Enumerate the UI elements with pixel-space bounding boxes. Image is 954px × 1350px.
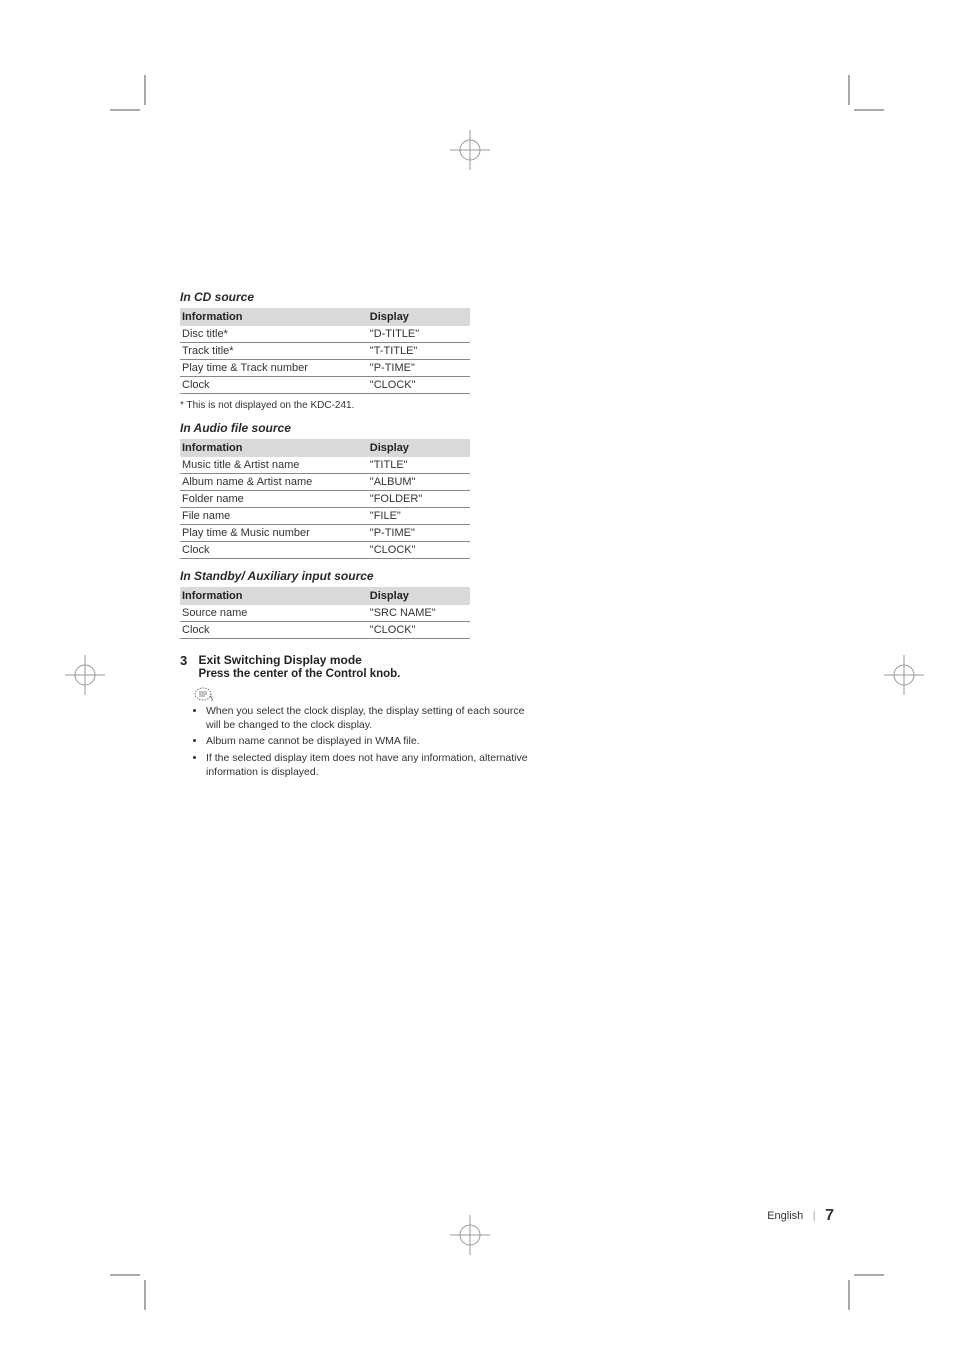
cell-display: "CLOCK": [360, 542, 470, 559]
table-cd-source: Information Display Disc title*"D-TITLE"…: [180, 308, 470, 394]
step-body: Exit Switching Display mode Press the ce…: [198, 653, 508, 680]
cell-info: Play time & Music number: [180, 525, 360, 542]
cell-display: "FOLDER": [360, 491, 470, 508]
note-icon: [194, 686, 530, 702]
cell-display: "P-TIME": [360, 360, 470, 377]
crop-mark-bottom-left: [110, 1260, 160, 1310]
step-title: Exit Switching Display mode: [198, 653, 508, 667]
cell-display: "ALBUM": [360, 474, 470, 491]
crop-mark-top-right: [834, 75, 884, 125]
page-footer: English | 7: [767, 1207, 834, 1225]
table-row: File name"FILE": [180, 508, 470, 525]
cell-display: "CLOCK": [360, 377, 470, 394]
register-mark-left: [65, 655, 105, 695]
col-header-information: Information: [180, 308, 360, 326]
step-instruction: Press the center of the Control knob.: [198, 668, 508, 680]
footer-language: English: [767, 1210, 803, 1222]
note-item: Album name cannot be displayed in WMA fi…: [206, 734, 530, 748]
section-heading-standby: In Standby/ Auxiliary input source: [180, 569, 530, 583]
footer-page-number: 7: [825, 1207, 834, 1224]
cell-info: Music title & Artist name: [180, 457, 360, 474]
cell-info: File name: [180, 508, 360, 525]
section-heading-audio: In Audio file source: [180, 421, 530, 435]
table-row: Play time & Music number"P-TIME": [180, 525, 470, 542]
col-header-information: Information: [180, 439, 360, 457]
table-row: Source name"SRC NAME": [180, 605, 470, 622]
cell-info: Clock: [180, 377, 360, 394]
register-mark-bottom: [450, 1215, 490, 1255]
cell-display: "SRC NAME": [360, 605, 470, 622]
table-row: Disc title*"D-TITLE": [180, 326, 470, 343]
table-row: Music title & Artist name"TITLE": [180, 457, 470, 474]
cell-info: Track title*: [180, 343, 360, 360]
cell-display: "CLOCK": [360, 622, 470, 639]
crop-mark-top-left: [110, 75, 160, 125]
table-row: Track title*"T-TITLE": [180, 343, 470, 360]
step-number: 3: [180, 653, 194, 668]
register-mark-top: [450, 130, 490, 170]
crop-mark-bottom-right: [834, 1260, 884, 1310]
table-row: Clock"CLOCK": [180, 542, 470, 559]
cell-info: Clock: [180, 542, 360, 559]
cell-info: Play time & Track number: [180, 360, 360, 377]
cell-info: Disc title*: [180, 326, 360, 343]
notes-list: When you select the clock display, the d…: [194, 704, 530, 779]
footnote-cd: * This is not displayed on the KDC-241.: [180, 400, 530, 411]
step-block: 3 Exit Switching Display mode Press the …: [180, 653, 530, 680]
cell-info: Source name: [180, 605, 360, 622]
table-row: Clock"CLOCK": [180, 622, 470, 639]
cell-info: Album name & Artist name: [180, 474, 360, 491]
register-mark-right: [884, 655, 924, 695]
table-row: Album name & Artist name"ALBUM": [180, 474, 470, 491]
table-row: Play time & Track number"P-TIME": [180, 360, 470, 377]
col-header-display: Display: [360, 439, 470, 457]
cell-display: "T-TITLE": [360, 343, 470, 360]
page-content: In CD source Information Display Disc ti…: [180, 280, 530, 781]
note-item: If the selected display item does not ha…: [206, 751, 530, 779]
col-header-display: Display: [360, 308, 470, 326]
table-standby-source: Information Display Source name"SRC NAME…: [180, 587, 470, 639]
footer-divider: |: [813, 1208, 816, 1222]
cell-display: "D-TITLE": [360, 326, 470, 343]
col-header-display: Display: [360, 587, 470, 605]
cell-info: Folder name: [180, 491, 360, 508]
note-item: When you select the clock display, the d…: [206, 704, 530, 732]
section-heading-cd: In CD source: [180, 290, 530, 304]
table-row: Folder name"FOLDER": [180, 491, 470, 508]
table-row: Clock"CLOCK": [180, 377, 470, 394]
cell-display: "P-TIME": [360, 525, 470, 542]
cell-display: "FILE": [360, 508, 470, 525]
col-header-information: Information: [180, 587, 360, 605]
cell-info: Clock: [180, 622, 360, 639]
table-audio-source: Information Display Music title & Artist…: [180, 439, 470, 559]
cell-display: "TITLE": [360, 457, 470, 474]
